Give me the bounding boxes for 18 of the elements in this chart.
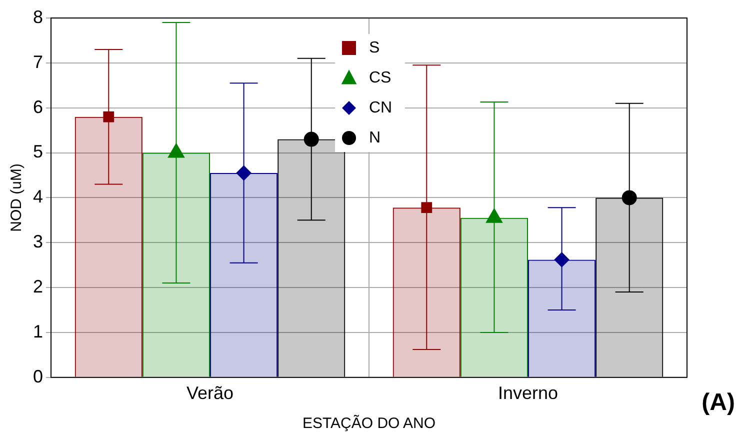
y-tick-label: 3 bbox=[32, 232, 44, 252]
x-tick-label: Verão bbox=[186, 383, 234, 404]
legend-label: S bbox=[369, 39, 380, 56]
x-axis-title: ESTAÇÃO DO ANO bbox=[302, 414, 436, 432]
legend-label: CS bbox=[369, 69, 392, 86]
text: (A) bbox=[702, 389, 735, 416]
y-tick-label: 5 bbox=[32, 142, 44, 162]
legend-label: CN bbox=[369, 99, 392, 116]
x-tick-label: Inverno bbox=[498, 383, 558, 404]
y-tick-label: 4 bbox=[32, 186, 44, 207]
y-tick-label: 2 bbox=[32, 276, 44, 297]
y-axis-title: NOD (uM) bbox=[8, 164, 26, 232]
y-tick-label: 8 bbox=[32, 6, 44, 27]
y-tick-label: 7 bbox=[32, 52, 44, 72]
y-tick-label: 6 bbox=[32, 96, 44, 117]
y-tick-label: 0 bbox=[32, 366, 44, 386]
legend-label: N bbox=[369, 129, 381, 146]
y-tick-label: 1 bbox=[32, 321, 44, 342]
